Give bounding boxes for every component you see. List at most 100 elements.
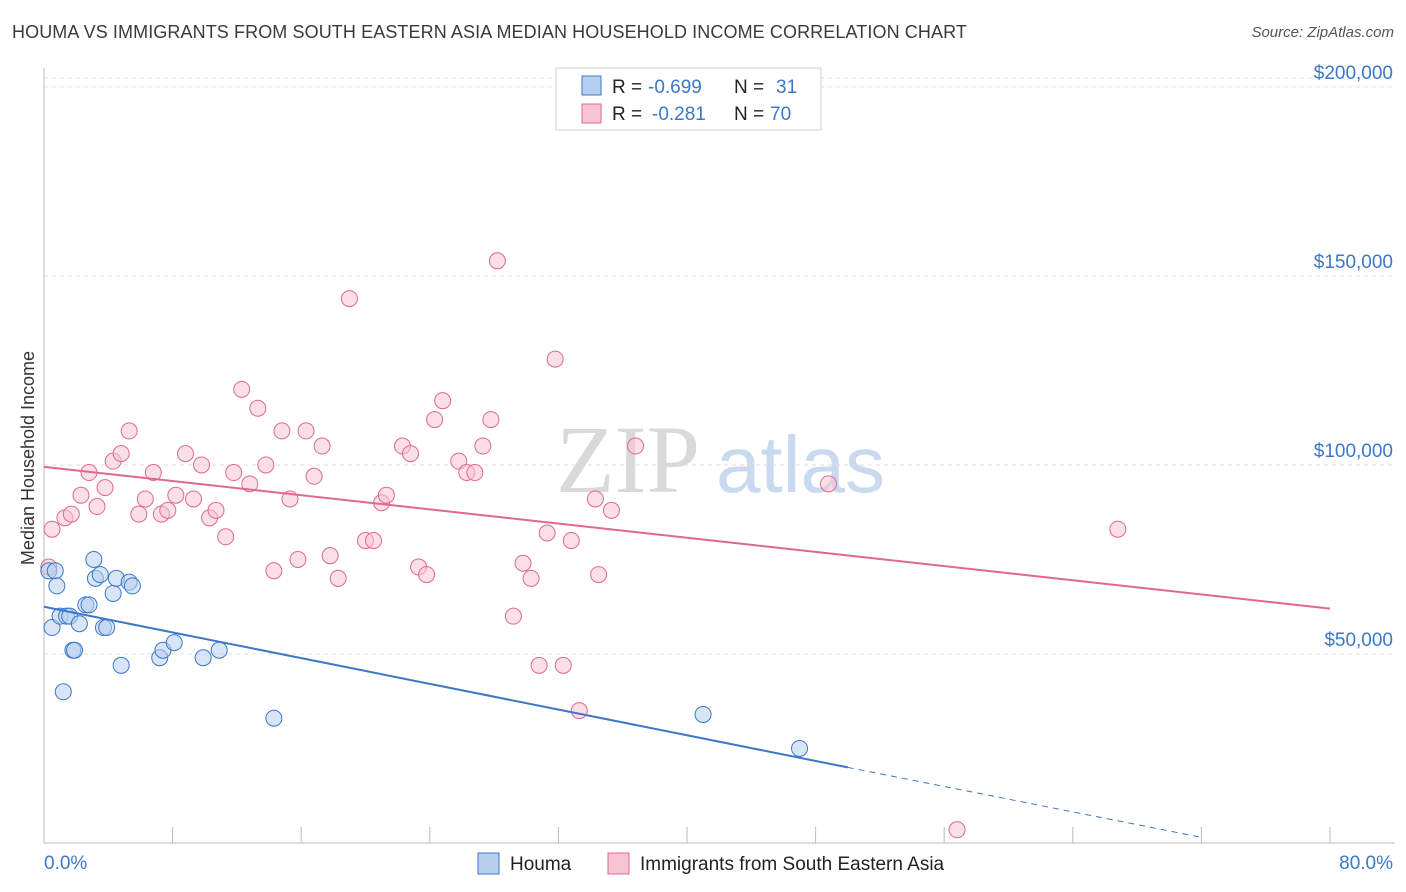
legend-n-value-1: 31 [776,77,797,98]
point-houma [265,709,283,727]
point-immigrants [241,475,259,493]
point-houma [46,562,64,580]
point-houma [48,577,66,595]
point-immigrants [321,547,339,565]
point-immigrants [590,566,608,584]
point-immigrants [1109,520,1127,538]
point-immigrants [130,505,148,523]
point-immigrants [159,501,177,519]
point-immigrants [329,569,347,587]
point-immigrants [340,290,358,308]
point-immigrants [249,399,267,417]
point-immigrants [176,445,194,463]
point-houma [123,577,141,595]
bottom-legend-label-houma: Houma [510,854,572,875]
point-immigrants [466,464,484,482]
point-immigrants [305,467,323,485]
point-houma [104,584,122,602]
point-immigrants [586,490,604,508]
point-immigrants [112,445,130,463]
point-houma [91,566,109,584]
point-houma [54,683,72,701]
point-immigrants [627,437,645,455]
legend-top: R = -0.699 N = 31 R = -0.281 N = 70 [555,67,822,131]
point-immigrants [474,437,492,455]
trend-line-houma-extension [847,766,1202,838]
watermark-atlas: atlas [716,420,885,509]
point-houma [98,619,116,637]
x-tick-label-min: 0.0% [44,853,87,874]
point-immigrants [289,550,307,568]
point-immigrants [365,532,383,550]
watermark-zip: ZIP [556,406,700,513]
point-immigrants [562,532,580,550]
legend-bottom: Houma Immigrants from South Eastern Asia [477,852,945,875]
point-houma [112,656,130,674]
legend-swatch-immigrants [581,103,602,124]
point-immigrants [257,456,275,474]
point-immigrants [88,498,106,516]
legend-n-label-1: N = [734,77,764,98]
point-immigrants [554,656,572,674]
trend-line-immigrants [43,465,1331,610]
chart-title: HOUMA VS IMMIGRANTS FROM SOUTH EASTERN A… [12,22,967,42]
trend-lines [43,465,1331,838]
y-tick-labels: $50,000 $100,000 $150,000 $200,000 [1314,63,1393,651]
grid-lines [44,77,1395,655]
point-houma [791,739,809,757]
point-houma [70,615,88,633]
point-immigrants [96,479,114,497]
point-immigrants [514,554,532,572]
point-immigrants [72,486,90,504]
point-houma [85,550,103,568]
point-houma [210,641,228,659]
legend-n-label-2: N = [734,104,764,125]
point-immigrants [265,562,283,580]
axes [43,68,1395,844]
point-houma [194,649,212,667]
point-immigrants [530,656,548,674]
point-immigrants [43,520,61,538]
bottom-legend-label-immigrants: Immigrants from South Eastern Asia [640,854,945,875]
point-immigrants [377,486,395,504]
point-immigrants [207,501,225,519]
point-immigrants [217,528,235,546]
point-immigrants [167,486,185,504]
bottom-legend-swatch-houma [477,852,500,875]
series-immigrants-points [40,252,1127,839]
point-immigrants [948,821,966,839]
point-immigrants [120,422,138,440]
point-immigrants [504,607,522,625]
point-immigrants [538,524,556,542]
point-houma [165,634,183,652]
point-immigrants [434,392,452,410]
point-immigrants [426,411,444,429]
point-immigrants [488,252,506,270]
y-tick-label: $150,000 [1314,252,1393,273]
point-houma [66,641,84,659]
legend-r-value-1: -0.699 [648,77,702,98]
x-tick-label-max: 80.0% [1339,853,1393,874]
y-axis-label: Median Household Income [18,351,38,565]
point-immigrants [570,702,588,720]
point-immigrants [193,456,211,474]
point-immigrants [482,411,500,429]
y-tick-label: $200,000 [1314,63,1393,84]
point-immigrants [184,490,202,508]
legend-n-value-2: 70 [770,104,791,125]
point-immigrants [273,422,291,440]
point-immigrants [144,464,162,482]
y-tick-label: $50,000 [1324,630,1393,651]
point-immigrants [313,437,331,455]
point-immigrants [225,464,243,482]
point-houma [80,596,98,614]
bottom-legend-swatch-immigrants [607,852,630,875]
point-immigrants [522,569,540,587]
point-immigrants [546,350,564,368]
point-immigrants [136,490,154,508]
point-immigrants [819,475,837,493]
point-immigrants [402,445,420,463]
legend-r-label-2: R = [612,104,642,125]
point-houma [694,705,712,723]
